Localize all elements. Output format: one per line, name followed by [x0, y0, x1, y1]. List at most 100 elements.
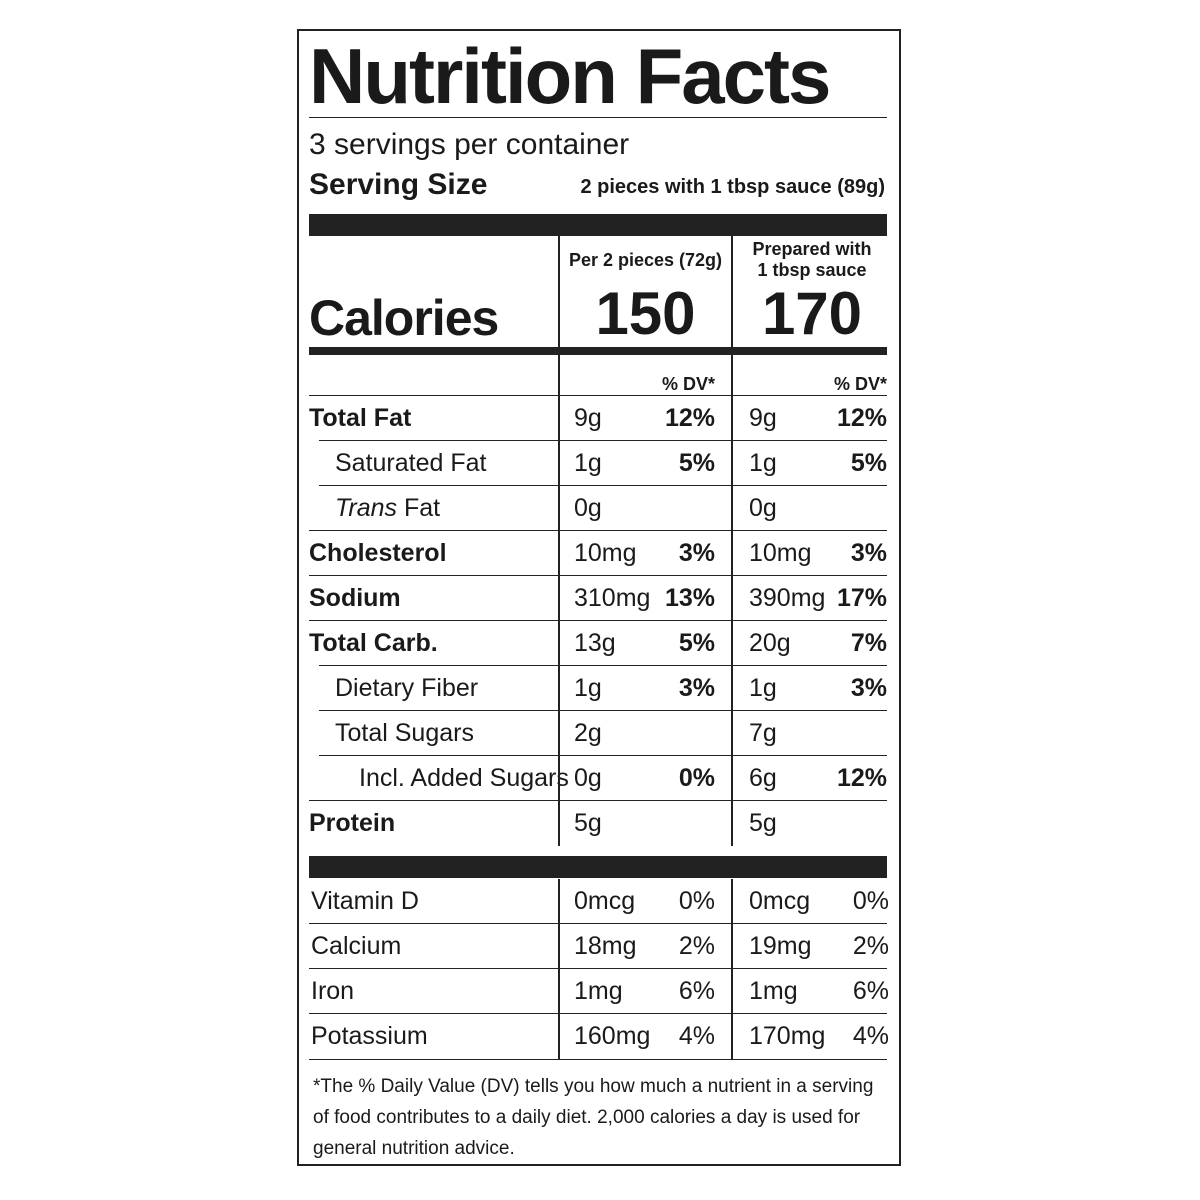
nutrient-name-text: Protein	[309, 809, 396, 837]
col-divider	[731, 924, 733, 969]
col-divider	[731, 1014, 733, 1059]
nutrient-name-text: Incl. Added Sugars	[359, 764, 569, 792]
col-divider	[731, 711, 733, 756]
footnote-rule	[309, 1059, 887, 1060]
vitamin-col2-dv: 2%	[852, 932, 889, 960]
nutrient-row: Incl. Added Sugars 0g 0% 6g 12%	[299, 756, 899, 801]
nutrient-col2-dv: 12%	[836, 404, 887, 432]
nutrition-facts-label: Nutrition Facts 3 servings per container…	[297, 29, 901, 1166]
nutrient-col1-amount: 9g	[574, 404, 602, 432]
serving-size-value: 2 pieces with 1 tbsp sauce (89g)	[580, 176, 885, 198]
vitamin-col2-dv: 0%	[852, 887, 889, 915]
col2-calories: 170	[761, 280, 863, 347]
nutrient-row: Trans Fat 0g 0g	[299, 486, 899, 531]
nutrient-col2-amount: 20g	[749, 629, 791, 657]
col-divider	[558, 924, 560, 969]
nutrient-col2-amount: 5g	[749, 809, 777, 837]
vitamin-row: Potassium 160mg 4% 170mg 4%	[299, 1014, 899, 1059]
nutrient-col2-amount: 6g	[749, 764, 777, 792]
row-rule	[319, 710, 887, 711]
col1-calories: 150	[595, 280, 696, 347]
col-divider	[558, 666, 560, 711]
col-divider	[731, 801, 733, 846]
nutrient-name: Saturated Fat	[335, 441, 486, 486]
nutrient-col1-amount: 0g	[574, 764, 602, 792]
nutrient-col1-amount: 1g	[574, 449, 602, 477]
nutrient-row: Total Sugars 2g 7g	[299, 711, 899, 756]
col-divider	[731, 486, 733, 531]
nutrient-name-text: Cholesterol	[309, 539, 447, 567]
col-divider-dv-1	[558, 355, 560, 395]
col-divider	[558, 1014, 560, 1059]
col-divider	[731, 879, 733, 924]
nutrient-name-text: Total Carb.	[309, 629, 438, 657]
vitamin-col2-dv: 6%	[852, 977, 889, 1005]
label-title: Nutrition Facts	[309, 32, 831, 120]
col1-header: Per 2 pieces (72g)	[568, 250, 723, 270]
nutrient-col2-amount: 0g	[749, 494, 777, 522]
vitamin-row: Calcium 18mg 2% 19mg 2%	[299, 924, 899, 969]
nutrient-row: Sodium 310mg 13% 390mg 17%	[299, 576, 899, 621]
row-rule	[309, 1013, 887, 1014]
nutrient-row: Dietary Fiber 1g 3% 1g 3%	[299, 666, 899, 711]
nutrient-col2-dv: 5%	[850, 449, 887, 477]
col-divider	[558, 801, 560, 846]
nutrient-row: Total Fat 9g 12% 9g 12%	[299, 396, 899, 441]
col-divider	[558, 621, 560, 666]
nutrient-col1-amount: 10mg	[574, 539, 637, 567]
row-rule	[319, 485, 887, 486]
vitamin-col2-amount: 170mg	[749, 1022, 826, 1050]
nutrient-row: Saturated Fat 1g 5% 1g 5%	[299, 441, 899, 486]
col-divider	[731, 756, 733, 801]
nutrient-name: Total Fat	[309, 396, 411, 441]
col2-header-line1: Prepared with	[752, 239, 872, 259]
nutrient-col2-amount: 390mg	[749, 584, 826, 612]
footnote: *The % Daily Value (DV) tells you how mu…	[313, 1076, 874, 1159]
col-divider	[731, 396, 733, 441]
col-divider	[731, 969, 733, 1014]
nutrient-col1-dv: 3%	[678, 674, 715, 702]
vitamin-name: Calcium	[311, 932, 402, 960]
nutrient-name-text: Saturated Fat	[335, 449, 487, 477]
nutrient-col2-dv: 3%	[850, 674, 887, 702]
title-rule	[309, 117, 887, 118]
nutrient-name-text: Total Fat	[309, 404, 412, 432]
col-divider	[558, 396, 560, 441]
col-divider	[731, 666, 733, 711]
nutrient-row: Total Carb. 13g 5% 20g 7%	[299, 621, 899, 666]
nutrient-col1-dv: 0%	[678, 764, 715, 792]
row-rule	[309, 620, 887, 621]
vitamin-col1-dv: 6%	[678, 977, 715, 1005]
nutrient-name-text: Sodium	[309, 584, 401, 612]
vitamin-col2-amount: 1mg	[749, 977, 798, 1005]
nutrient-name: Protein	[309, 801, 395, 846]
nutrient-col1-amount: 5g	[574, 809, 602, 837]
row-rule	[319, 665, 887, 666]
vitamin-col2-amount: 0mcg	[749, 887, 811, 915]
vitamin-name: Iron	[311, 977, 355, 1005]
nutrient-name: Sodium	[309, 576, 401, 621]
vitamin-row: Iron 1mg 6% 1mg 6%	[299, 969, 899, 1014]
nutrient-col1-dv: 3%	[678, 539, 715, 567]
serving-size-label: Serving Size	[309, 168, 488, 201]
nutrient-col2-dv: 17%	[836, 584, 887, 612]
nutrient-name: Trans Fat	[335, 486, 440, 531]
vitamin-col1-amount: 1mg	[574, 977, 623, 1005]
vitamin-name: Potassium	[311, 1022, 428, 1050]
nutrient-col2-dv: 12%	[836, 764, 887, 792]
col-divider	[558, 879, 560, 924]
nutrient-name-text: Fat	[397, 494, 441, 522]
vitamin-col1-dv: 0%	[678, 887, 715, 915]
nutrient-col1-amount: 0g	[574, 494, 602, 522]
col-divider	[731, 531, 733, 576]
vitamin-col1-dv: 4%	[678, 1022, 715, 1050]
nutrient-col1-amount: 310mg	[574, 584, 651, 612]
col-divider	[558, 441, 560, 486]
nutrient-name: Incl. Added Sugars	[359, 756, 569, 801]
vitamin-col2-dv: 4%	[852, 1022, 889, 1050]
col2-dv-header: % DV*	[833, 374, 887, 394]
nutrient-col1-amount: 2g	[574, 719, 602, 747]
nutrient-name: Dietary Fiber	[335, 666, 478, 711]
nutrient-col2-amount: 9g	[749, 404, 777, 432]
col-divider	[558, 531, 560, 576]
